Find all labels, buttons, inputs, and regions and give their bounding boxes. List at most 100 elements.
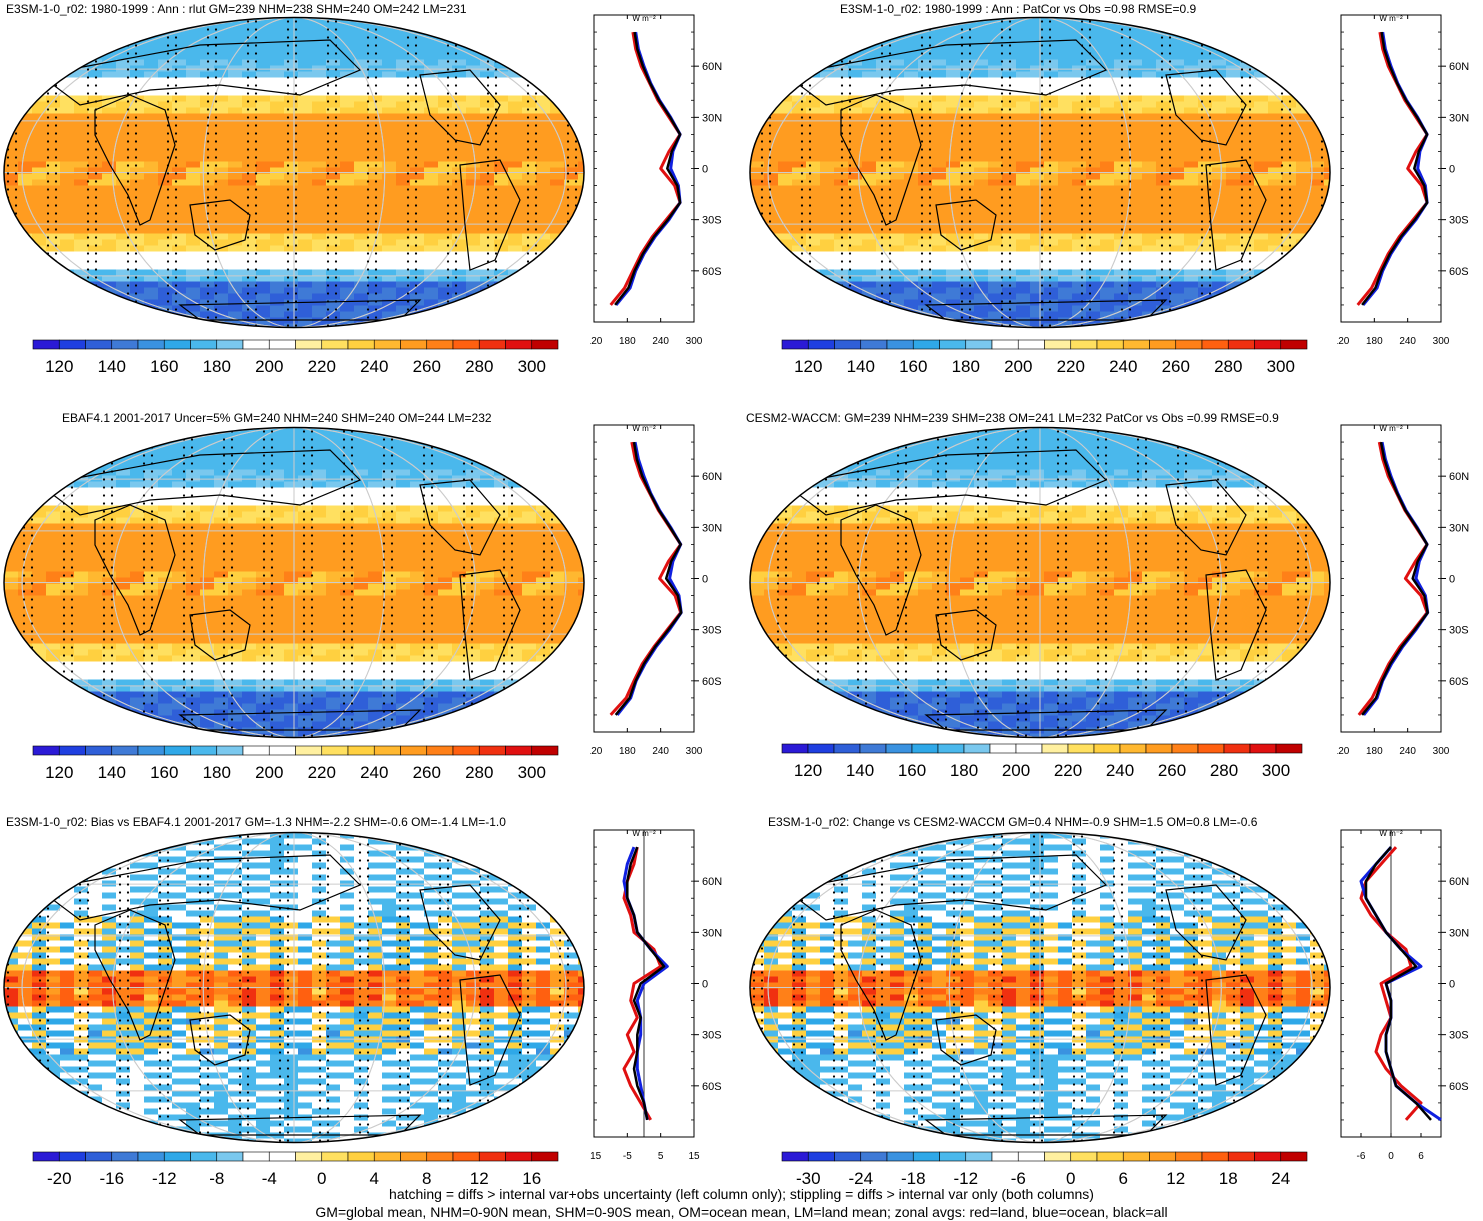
map-cell (298, 167, 313, 174)
stipple-dot (134, 132, 138, 135)
stipple-dot (174, 188, 178, 191)
map-cell (764, 131, 779, 138)
map-cell (88, 71, 103, 78)
map-cell (750, 119, 765, 126)
map-cell (1016, 41, 1031, 48)
map-cell (354, 203, 369, 210)
map-cell (116, 179, 131, 186)
stipple-dot (126, 244, 130, 247)
map-cell (876, 41, 891, 48)
map-cell (74, 41, 89, 48)
stipple-dot (206, 196, 210, 199)
stipple-dot (86, 140, 90, 143)
map-cell (466, 131, 481, 138)
stipple-dot (94, 228, 98, 231)
stipple-dot (534, 292, 538, 295)
stipple-dot (286, 220, 290, 223)
map-cell (1184, 215, 1199, 222)
map-cell (960, 173, 975, 180)
colorbar-tick-label: 280 (465, 357, 493, 376)
stipple-dot (486, 292, 490, 295)
map-cell (368, 287, 383, 294)
map-cell (214, 101, 229, 108)
map-cell (918, 101, 933, 108)
map-cell (270, 161, 285, 168)
map-cell (228, 305, 243, 312)
map-cell (466, 185, 481, 192)
map-cell (410, 107, 425, 114)
stipple-dot (214, 204, 218, 207)
map-cell (4, 269, 19, 276)
map-cell (508, 191, 523, 198)
stipple-dot (566, 68, 570, 71)
map-cell (536, 305, 551, 312)
map-cell (340, 113, 355, 120)
map-cell (116, 269, 131, 276)
map-cell (1072, 215, 1087, 222)
map-cell (298, 209, 313, 216)
map-cell (1086, 107, 1101, 114)
map-cell (764, 185, 779, 192)
map-cell (256, 185, 271, 192)
stipple-dot (446, 260, 450, 263)
map-cell (214, 275, 229, 282)
map-cell (382, 95, 397, 102)
stipple-dot (46, 300, 50, 303)
stipple-dot (134, 28, 138, 31)
map-cell (792, 179, 807, 186)
map-cell (750, 227, 765, 234)
map-cell (32, 185, 47, 192)
map-cell (1198, 107, 1213, 114)
stipple-dot (334, 252, 338, 255)
map-cell (466, 311, 481, 318)
map-cell (396, 35, 411, 42)
stipple-dot (574, 228, 578, 231)
map-cell (424, 89, 439, 96)
map-cell (4, 185, 19, 192)
stipple-dot (406, 284, 410, 287)
map-cell (578, 311, 584, 318)
stipple-dot (454, 156, 458, 159)
map-cell (466, 233, 481, 240)
map-cell (550, 209, 565, 216)
map-cell (18, 269, 33, 276)
stipple-dot (214, 108, 218, 111)
map-cell (396, 305, 411, 312)
map-cell (564, 173, 579, 180)
map-cell (946, 149, 961, 156)
stipple-dot (46, 20, 50, 23)
stipple-dot (134, 292, 138, 295)
map-cell (564, 185, 579, 192)
stipple-dot (334, 316, 338, 319)
map-cell (1212, 137, 1227, 144)
map-cell (144, 125, 159, 132)
map-cell (46, 155, 61, 162)
stipple-dot (246, 84, 250, 87)
stipple-dot (14, 100, 18, 103)
stipple-dot (206, 116, 210, 119)
map-cell (918, 161, 933, 168)
map-cell (792, 119, 807, 126)
map-cell (932, 35, 947, 42)
map-cell (536, 209, 551, 216)
map-cell (1128, 191, 1143, 198)
stipple-dot (494, 116, 498, 119)
map-cell (340, 83, 355, 90)
map-cell (242, 143, 257, 150)
map-cell (578, 191, 584, 198)
stipple-dot (94, 268, 98, 271)
map-cell (1114, 203, 1129, 210)
map-cell (508, 137, 523, 144)
stipple-dot (166, 132, 170, 135)
map-cell (158, 161, 173, 168)
map-cell (368, 221, 383, 228)
stipple-dot (214, 28, 218, 31)
stipple-dot (6, 156, 10, 159)
map-cell (1128, 125, 1143, 132)
map-cell (172, 143, 187, 150)
map-cell (158, 17, 173, 24)
map-cell (452, 179, 467, 186)
map-cell (18, 161, 33, 168)
map-cell (1044, 227, 1059, 234)
map-cell (974, 221, 989, 228)
